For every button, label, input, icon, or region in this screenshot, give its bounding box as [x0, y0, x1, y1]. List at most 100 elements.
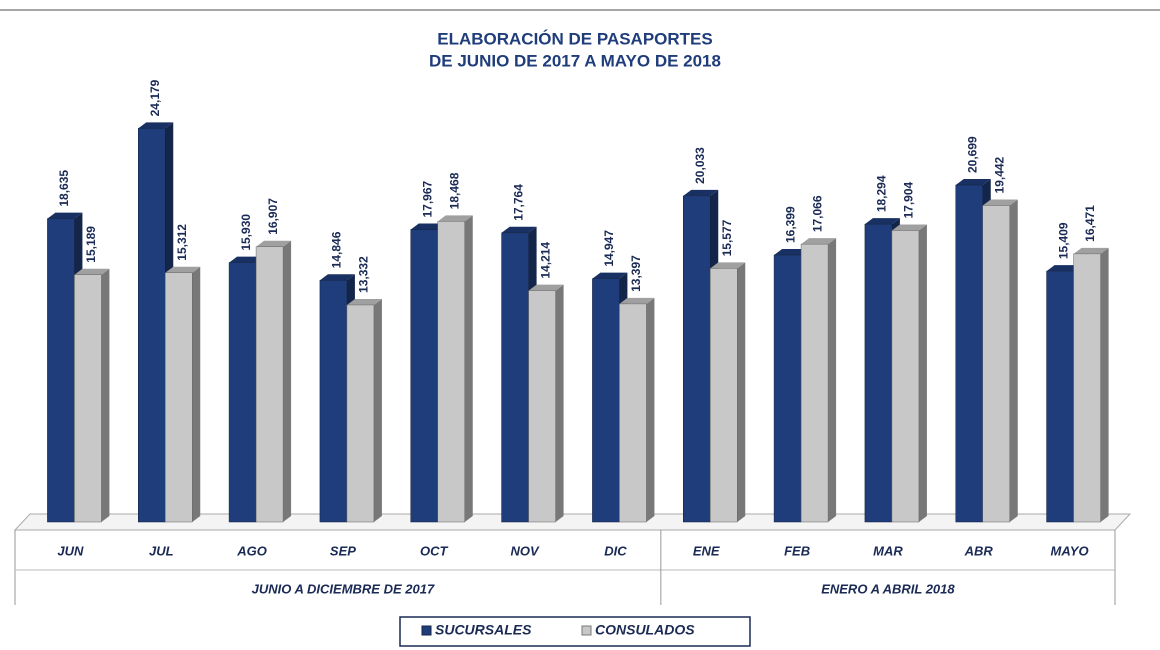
- bar-top: [501, 226, 537, 233]
- bar: [891, 230, 920, 523]
- bar-top: [74, 268, 110, 275]
- bar-top: [619, 297, 655, 304]
- bar: [592, 278, 620, 523]
- bar: [410, 229, 438, 523]
- value-label: 15,930: [239, 214, 253, 251]
- value-label: 14,214: [538, 242, 552, 279]
- bar-top: [165, 266, 201, 273]
- bar-side: [464, 215, 473, 523]
- bar-top: [774, 249, 810, 256]
- bar-top: [47, 212, 83, 219]
- bar: [1073, 253, 1101, 523]
- value-label: 18,468: [447, 172, 461, 209]
- value-label: 17,967: [420, 180, 434, 217]
- bar: [955, 184, 983, 523]
- chart-title: ELABORACIÓN DE PASAPORTES: [437, 29, 713, 48]
- bar: [528, 290, 556, 523]
- group-label: JUNIO A DICIEMBRE DE 2017: [252, 581, 435, 596]
- value-label: 14,846: [330, 231, 344, 268]
- x-tick-label: MAYO: [1051, 543, 1089, 558]
- x-tick-label: MAR: [873, 543, 903, 558]
- bar-top: [319, 274, 355, 281]
- bar: [138, 128, 166, 523]
- value-label: 15,312: [175, 224, 189, 261]
- x-tick-label: OCT: [420, 543, 449, 558]
- bar: [982, 205, 1010, 523]
- chart-subtitle: DE JUNIO DE 2017 A MAYO DE 2018: [429, 51, 721, 70]
- bar-top: [256, 240, 292, 247]
- bar-side: [283, 240, 292, 523]
- bar-top: [864, 218, 900, 225]
- bar-side: [101, 268, 110, 522]
- bar-side: [646, 297, 655, 522]
- bar-top: [1046, 265, 1082, 272]
- x-tick-label: JUN: [57, 543, 84, 558]
- value-label: 20,699: [965, 136, 979, 173]
- bar-top: [982, 199, 1018, 206]
- bar: [710, 268, 738, 523]
- bar: [319, 280, 348, 523]
- value-label: 17,764: [511, 184, 525, 221]
- legend-box: [399, 616, 751, 647]
- bar: [864, 223, 893, 523]
- bar: [346, 304, 375, 523]
- bar: [1046, 270, 1074, 523]
- value-label: 18,294: [875, 175, 889, 212]
- bar-side: [918, 224, 927, 522]
- bar: [501, 232, 529, 523]
- value-label: 13,397: [629, 255, 643, 292]
- bar-top: [437, 215, 473, 222]
- bar: [47, 218, 75, 523]
- value-label: 18,635: [57, 170, 71, 207]
- bar-top: [955, 179, 991, 186]
- bar: [800, 243, 829, 523]
- bar-top: [683, 189, 719, 196]
- x-tick-label: DIC: [604, 543, 627, 558]
- x-tick-label: FEB: [784, 543, 810, 558]
- group-label: ENERO A ABRIL 2018: [821, 581, 955, 596]
- bar-side: [737, 262, 746, 522]
- bar-top: [891, 224, 927, 231]
- x-tick-label: JUL: [149, 543, 174, 558]
- value-label: 16,907: [266, 198, 280, 235]
- value-label: 15,577: [720, 219, 734, 256]
- bar: [165, 272, 193, 523]
- bar: [437, 221, 465, 523]
- bar: [228, 262, 257, 523]
- bar: [255, 246, 284, 523]
- value-label: 14,947: [602, 230, 616, 267]
- floor: [13, 513, 1132, 531]
- bar-top: [592, 272, 628, 279]
- legend-label: CONSULADOS: [595, 622, 695, 638]
- bar: [74, 274, 102, 523]
- bar-top: [528, 284, 564, 291]
- x-tick-label: SEP: [330, 543, 356, 558]
- value-label: 17,066: [811, 195, 825, 232]
- bar-top: [1073, 247, 1109, 254]
- bar-side: [555, 284, 564, 522]
- bar-side: [828, 238, 837, 522]
- bar-side: [1009, 199, 1018, 522]
- legend-label: SUCURSALES: [435, 622, 532, 638]
- x-tick-label: NOV: [510, 543, 540, 558]
- bar: [773, 254, 802, 523]
- bar: [619, 303, 647, 523]
- bar-side: [373, 298, 382, 522]
- value-label: 19,442: [992, 156, 1006, 193]
- bar: [683, 195, 711, 523]
- legend-swatch: [581, 625, 592, 636]
- bar-side: [192, 266, 201, 522]
- value-label: 16,399: [784, 206, 798, 243]
- legend-swatch: [421, 625, 432, 636]
- value-label: 13,332: [357, 256, 371, 293]
- bar-top: [346, 298, 382, 305]
- value-label: 24,179: [148, 79, 162, 116]
- value-label: 15,409: [1056, 222, 1070, 259]
- bar-top: [410, 223, 446, 230]
- bar-top: [229, 256, 265, 263]
- x-tick-label: ABR: [964, 543, 994, 558]
- bar-top: [710, 262, 746, 269]
- value-label: 20,033: [693, 147, 707, 184]
- x-tick-label: ENE: [693, 543, 720, 558]
